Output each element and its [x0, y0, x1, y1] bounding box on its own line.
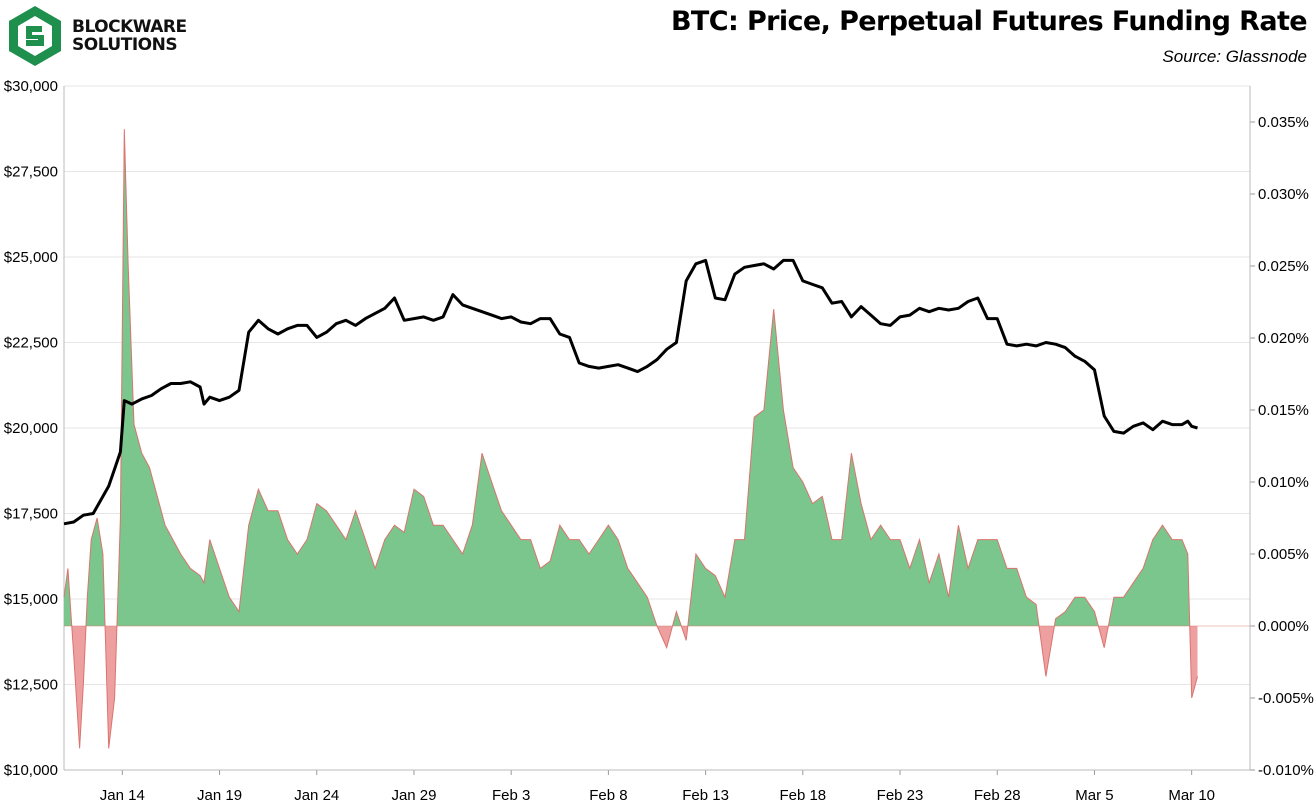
y-right-tick-label: -0.005%: [1258, 690, 1314, 707]
y-left-tick-label: $30,000: [4, 78, 58, 95]
y-right-tick-label: 0.035%: [1258, 114, 1309, 131]
x-tick-label: Jan 14: [100, 787, 145, 804]
x-tick-label: Jan 19: [197, 787, 242, 804]
y-right-tick-label: 0.030%: [1258, 186, 1309, 203]
funding-rate-negative-area: [64, 626, 1198, 749]
y-left-tick-label: $20,000: [4, 420, 58, 437]
funding-rate-line: [63, 129, 1198, 749]
y-left-tick-label: $22,500: [4, 335, 58, 352]
y-left-tick-label: $10,000: [4, 762, 58, 779]
y-left-tick-label: $15,000: [4, 591, 58, 608]
blockware-hex-logo-icon: [9, 6, 61, 66]
y-right-tick-label: 0.015%: [1258, 402, 1309, 419]
y-right-tick-label: 0.005%: [1258, 546, 1309, 563]
y-right-tick-label: 0.020%: [1258, 330, 1309, 347]
brand-name-line1: BLOCKWARE: [72, 17, 187, 37]
y-right-tick-label: 0.010%: [1258, 474, 1309, 491]
y-left-tick-label: $17,500: [4, 506, 58, 523]
y-right-tick-label: 0.000%: [1258, 618, 1309, 635]
x-tick-label: Feb 18: [779, 787, 826, 804]
brand-logo: BLOCKWARE SOLUTIONS: [6, 4, 187, 70]
x-tick-label: Feb 13: [682, 787, 729, 804]
y-right-tick-label: -0.010%: [1258, 762, 1314, 779]
y-left-tick-label: $12,500: [4, 677, 58, 694]
funding-rate-positive-area: [64, 129, 1198, 626]
x-tick-label: Feb 3: [492, 787, 530, 804]
x-tick-label: Mar 10: [1168, 787, 1215, 804]
x-tick-label: Jan 24: [294, 787, 339, 804]
chart-title: BTC: Price, Perpetual Futures Funding Ra…: [670, 6, 1308, 37]
brand-name-line2: SOLUTIONS: [72, 35, 178, 55]
x-tick-label: Jan 29: [391, 787, 436, 804]
chart-source: Source: Glassnode: [1162, 47, 1307, 66]
x-tick-label: Feb 28: [974, 787, 1021, 804]
x-tick-label: Feb 8: [589, 787, 627, 804]
btc-price-line: [63, 258, 1198, 526]
x-tick-label: Feb 23: [877, 787, 924, 804]
y-left-tick-label: $25,000: [4, 249, 58, 266]
y-right-tick-label: 0.025%: [1258, 258, 1309, 275]
x-tick-label: Mar 5: [1075, 787, 1113, 804]
y-left-tick-label: $27,500: [4, 164, 58, 181]
